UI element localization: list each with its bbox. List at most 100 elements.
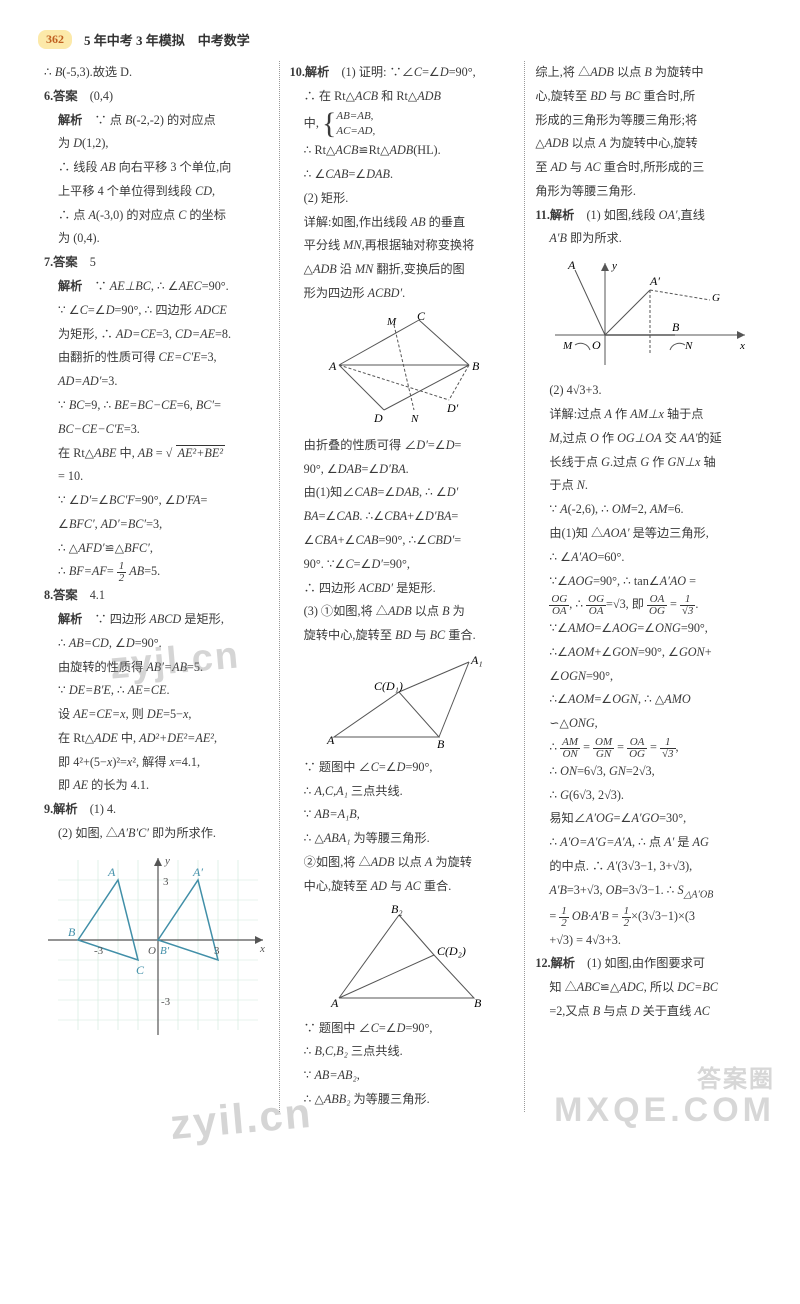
text-line: 90°. ∵∠C=∠D′=90°, (290, 553, 519, 577)
text-line: 解析 ∵ 四边形 ABCD 是矩形, (44, 608, 273, 632)
text-line: ∵ AB=AB₂, (290, 1064, 519, 1088)
text-line: A′B 即为所求. (535, 227, 764, 251)
item-10: 10.解析 (1) 证明: ∵∠C=∠D=90°, (290, 61, 519, 85)
text-line: 由翻折的性质可得 CE=C′E=3, (44, 346, 273, 370)
text-line: 中心,旋转至 AD 与 AC 重合. (290, 875, 519, 899)
text-line: ∴ B(-5,3).故选 D. (44, 61, 273, 85)
text-line: ∵ ∠C=∠D=90°, ∴ 四边形 ADCE (44, 299, 273, 323)
item-12: 12.解析 (1) 如图,由作图要求可 (535, 952, 764, 976)
svg-text:A: A (330, 996, 339, 1010)
text-line: ∴ AB=CD, ∠D=90°. (44, 632, 273, 656)
text-line: OGOA, ∴ OGOA=√3, 即 OAOG = 1√3. (535, 593, 764, 617)
text-line: 至 AD 与 AC 重合时,所形成的三 (535, 156, 764, 180)
svg-text:3: 3 (163, 876, 169, 888)
text-line: ∴∠AOM=∠OGN, ∴ △AMO (535, 688, 764, 712)
text-line: 90°, ∠DAB=∠D′BA. (290, 458, 519, 482)
text-line: 平分线 MN,再根据轴对称变换将 (290, 234, 519, 258)
svg-text:C(D₁): C(D₁) (374, 679, 403, 693)
text-line: ∴ △ABB₂ 为等腰三角形. (290, 1088, 519, 1112)
svg-text:A₁: A₁ (470, 653, 483, 667)
svg-text:C: C (136, 963, 145, 977)
text-line: ②如图,将 △ADB 以点 A 为旋转 (290, 851, 519, 875)
svg-text:A: A (326, 733, 335, 747)
text-line: ∴ ∠CAB=∠DAB. (290, 163, 519, 187)
svg-text:N: N (410, 413, 419, 425)
text-line: AD=AD′=3. (44, 370, 273, 394)
text-line: ∵∠AOG=90°, ∴ tan∠A′AO = (535, 570, 764, 594)
text-line: ∴ △ABA₁ 为等腰三角形. (290, 827, 519, 851)
text-line: 由旋转的性质得 AB′=AB=5. (44, 656, 273, 680)
text-line: 由(1)知∠CAB=∠DAB, ∴ ∠D′ (290, 481, 519, 505)
text-line: ∠CBA+∠CAB=90°, ∴∠CBD′= (290, 529, 519, 553)
item-9: 9.解析 (1) 4. (44, 798, 273, 822)
text-line: 由折叠的性质可得 ∠D′=∠D= (290, 434, 519, 458)
svg-text:C(D₂): C(D₂) (437, 944, 466, 958)
svg-text:A: A (328, 359, 337, 373)
svg-text:y: y (164, 855, 170, 867)
graph-10-figure-2: A B C(D₁) A₁ (319, 652, 489, 752)
svg-text:O: O (148, 945, 156, 957)
text-line: 设 AE=CE=x, 则 DE=5−x, (44, 703, 273, 727)
text-line: 在 Rt△ABE 中, AB = AE²+BE² (44, 442, 273, 466)
svg-text:B₂: B₂ (391, 903, 403, 916)
column-1: ∴ B(-5,3).故选 D. 6.答案 (0,4) 解析 ∵ 点 B(-2,-… (38, 61, 279, 1112)
svg-text:A: A (107, 865, 116, 879)
svg-text:x: x (259, 943, 265, 955)
graph-9-figure: A B C A′ B′ O x y -3 3 3 -3 (48, 850, 268, 1040)
text-line: BA=∠CAB. ∴∠CBA+∠D′BA= (290, 505, 519, 529)
text-line: ∵ 题图中 ∠C=∠D=90°, (290, 756, 519, 780)
text-line: 详解:过点 A 作 AM⊥x 轴于点 (535, 403, 764, 427)
svg-text:B: B (437, 737, 445, 751)
text-line: 上平移 4 个单位得到线段 CD, (44, 180, 273, 204)
svg-text:B: B (472, 359, 480, 373)
text-line: 的中点. ∴ A′(3√3−1, 3+√3), (535, 855, 764, 879)
text-line: 即 AE 的长为 4.1. (44, 774, 273, 798)
text-line: 在 Rt△ADE 中, AD²+DE²=AE², (44, 727, 273, 751)
svg-text:A: A (567, 258, 576, 272)
text-line: ∠BFC′, AD′=BC′=3, (44, 513, 273, 537)
graph-10-figure-3: A B C(D₂) B₂ (319, 903, 489, 1013)
text-line: ∵ AB=A₁B, (290, 803, 519, 827)
text-line: (2) 4√3+3. (535, 379, 764, 403)
text-line: ∵ ∠D′=∠BC′F=90°, ∠D′FA= (44, 489, 273, 513)
item-7-answer: 7.答案 5 (44, 251, 273, 275)
svg-text:D′: D′ (446, 401, 459, 415)
text-line: 长线于点 G.过点 G 作 GN⊥x 轴 (535, 451, 764, 475)
text-line: 形成的三角形为等腰三角形;将 (535, 109, 764, 133)
text-line: ∴ 在 Rt△ACB 和 Rt△ADB (290, 85, 519, 109)
page-number-badge: 362 (38, 30, 72, 49)
text-line: ∴ G(6√3, 2√3). (535, 784, 764, 808)
text-line: ∵ BC=9, ∴ BE=BC−CE=6, BC′= (44, 394, 273, 418)
svg-text:B: B (474, 996, 482, 1010)
text-line: ∠OGN=90°, (535, 665, 764, 689)
column-2: 10.解析 (1) 证明: ∵∠C=∠D=90°, ∴ 在 Rt△ACB 和 R… (279, 61, 525, 1112)
text-line: 综上,将 △ADB 以点 B 为旋转中 (535, 61, 764, 85)
text-line: 于点 N. (535, 474, 764, 498)
item-11: 11.解析 (1) 如图,线段 OA′,直线 (535, 204, 764, 228)
text-line: 知 △ABC≌△ADC, 所以 DC=BC (535, 976, 764, 1000)
text-line: ∴ 点 A(-3,0) 的对应点 C 的坐标 (44, 204, 273, 228)
svg-text:y: y (611, 260, 617, 272)
text-line: ∴ AMON = OMGN = OAOG = 1√3, (535, 736, 764, 760)
svg-text:A′: A′ (192, 865, 203, 879)
text-line: 即 4²+(5−x)²=x², 解得 x=4.1, (44, 751, 273, 775)
text-line: 由(1)知 △AOA′ 是等边三角形, (535, 522, 764, 546)
text-line: ∴ ON=6√3, GN=2√3, (535, 760, 764, 784)
text-line: 为 D(1,2), (44, 132, 273, 156)
text-line: 心,旋转至 BD 与 BC 重合时,所 (535, 85, 764, 109)
svg-text:B: B (672, 320, 680, 334)
text-line: ∴ ∠A′AO=60°. (535, 546, 764, 570)
item-8-answer: 8.答案 4.1 (44, 584, 273, 608)
text-line: (2) 如图, △A′B′C′ 即为所求作. (44, 822, 273, 846)
text-line: 详解:如图,作出线段 AB 的垂直 (290, 211, 519, 235)
svg-text:-3: -3 (94, 945, 104, 957)
text-line: ∵ A(-2,6), ∴ OM=2, AM=6. (535, 498, 764, 522)
page-container: 362 5 年中考 3 年模拟 中考数学 ∴ B(-5,3).故选 D. 6.答… (0, 0, 800, 1142)
svg-text:M: M (562, 340, 573, 352)
svg-text:C: C (417, 310, 426, 323)
text-line: ∴ 线段 AB 向右平移 3 个单位,向 (44, 156, 273, 180)
text-line: (2) 矩形. (290, 187, 519, 211)
text-line: 旋转中心,旋转至 BD 与 BC 重合. (290, 624, 519, 648)
svg-text:-3: -3 (161, 996, 171, 1008)
text-line: A′B=3+√3, OB=3√3−1. ∴ S△A′OB (535, 879, 764, 905)
